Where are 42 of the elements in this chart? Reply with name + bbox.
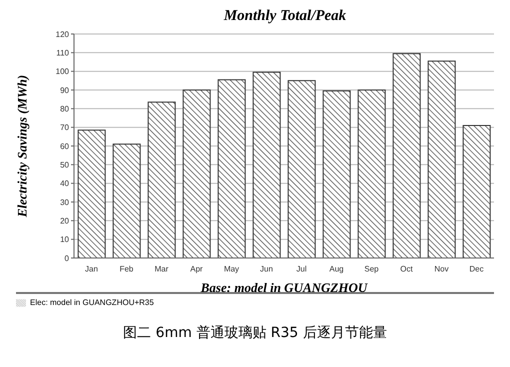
- x-tick-label: Feb: [120, 264, 134, 274]
- y-tick-label: 40: [60, 179, 70, 188]
- x-tick-label: Dec: [469, 264, 484, 274]
- y-tick-label: 110: [56, 48, 70, 58]
- x-tick-label: May: [224, 264, 240, 274]
- y-tick-label: 0: [64, 254, 70, 263]
- bar: [148, 102, 176, 258]
- bar: [428, 60, 456, 258]
- bar: [392, 53, 421, 258]
- x-tick-label: Sep: [364, 264, 380, 274]
- y-tick-label: 30: [60, 198, 70, 207]
- bar: [78, 130, 106, 258]
- y-tick-label: 10: [60, 235, 70, 244]
- bar: [218, 79, 246, 258]
- x-tick-label: Jun: [260, 264, 273, 274]
- bar: [288, 80, 316, 258]
- bar: [358, 90, 386, 258]
- x-tick-label: Nov: [434, 264, 449, 274]
- y-tick-label: 60: [60, 142, 70, 151]
- y-tick-label: 100: [56, 67, 70, 76]
- y-tick-label: 20: [60, 216, 70, 226]
- bar: [462, 124, 491, 258]
- bar: [112, 144, 141, 258]
- x-axis-title: Base: model in GUANGZHOU: [200, 280, 368, 295]
- x-tick-label: Mar: [154, 264, 169, 274]
- chart-title: Monthly Total/Peak: [222, 8, 348, 26]
- bar: [182, 90, 211, 258]
- y-tick-label: 120: [56, 30, 70, 39]
- x-tick-label: Jan: [85, 264, 98, 274]
- text: 图二 6mm 普通玻璃贴 R35 后逐月节能量: [122, 324, 388, 342]
- y-tick-label: 70: [60, 123, 70, 132]
- bar: [252, 72, 281, 258]
- y-axis-title: Electricity Savings (MWh): [14, 74, 30, 218]
- y-tick-label: 50: [60, 160, 70, 170]
- x-tick-label: Aug: [329, 264, 344, 274]
- y-tick-label: 80: [60, 104, 70, 114]
- legend-label: Elec: model in GUANGZHOU+R35: [30, 298, 154, 308]
- x-tick-label: Apr: [190, 264, 204, 274]
- bar: [322, 90, 351, 258]
- x-tick-label: Oct: [400, 264, 414, 274]
- y-tick-label: 90: [60, 86, 70, 95]
- x-tick-label: Jul: [296, 264, 307, 274]
